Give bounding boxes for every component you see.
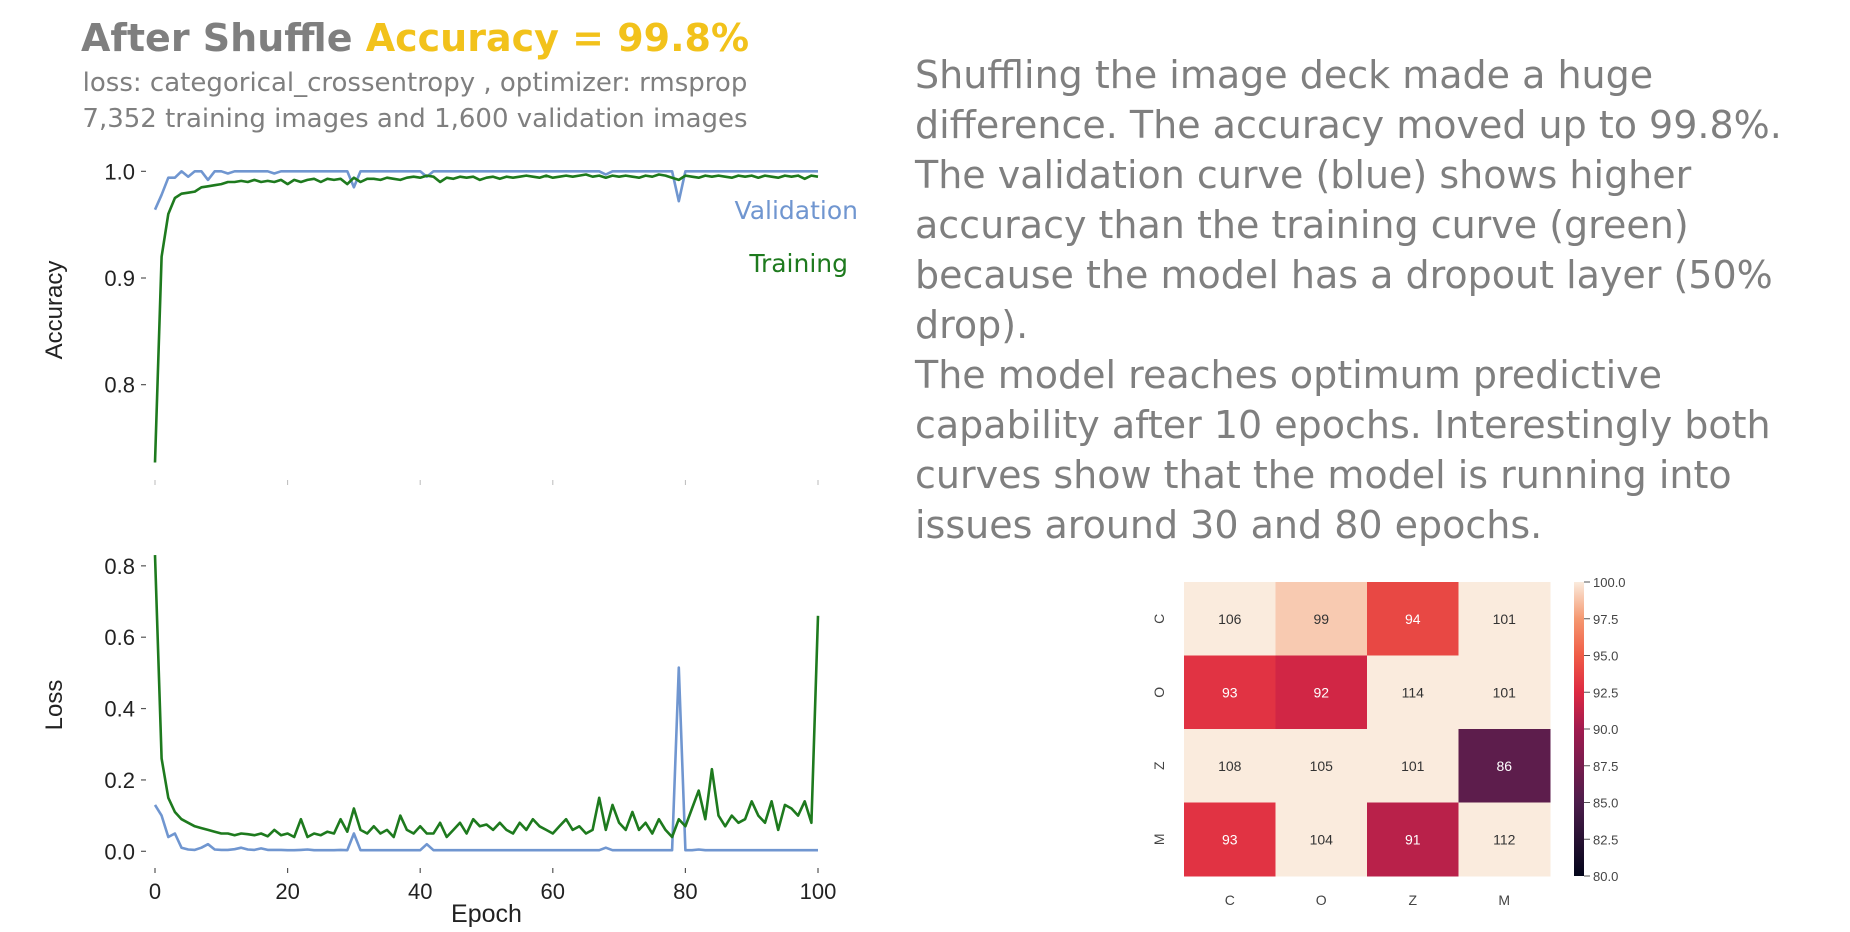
heatmap-xtick-label: Z bbox=[1408, 892, 1417, 908]
loss-ytick-label: 0.4 bbox=[104, 697, 135, 722]
heatmap-cell-value: 91 bbox=[1405, 831, 1421, 847]
loss-xtick-label: 0 bbox=[149, 879, 161, 904]
loss-xtick-label: 40 bbox=[408, 879, 432, 904]
description-text: Shuffling the image deck made a huge dif… bbox=[915, 50, 1835, 550]
heatmap-cell-value: 101 bbox=[1401, 758, 1425, 774]
heatmap-ytick-label: O bbox=[1151, 687, 1167, 698]
colorbar-tick-label: 100.0 bbox=[1593, 575, 1626, 590]
loss-ytick-label: 0.0 bbox=[104, 839, 135, 864]
accuracy-ytick-label: 0.8 bbox=[104, 373, 135, 398]
colorbar-tick-label: 87.5 bbox=[1593, 759, 1618, 774]
accuracy-ytick-label: 0.9 bbox=[104, 266, 135, 291]
loss-xtick-label: 100 bbox=[800, 879, 837, 904]
loss-ylabel: Loss bbox=[41, 680, 68, 731]
heatmap-cell-value: 105 bbox=[1310, 758, 1334, 774]
heatmap-cell-value: 112 bbox=[1493, 831, 1516, 847]
accuracy-series-validation-line bbox=[153, 170, 818, 211]
loss-ytick-label: 0.6 bbox=[104, 625, 135, 650]
accuracy-series-training-line bbox=[153, 173, 819, 463]
accuracy-ylabel: Accuracy bbox=[41, 261, 68, 360]
colorbar-tick-label: 97.5 bbox=[1593, 612, 1618, 627]
subtitle-image-counts: 7,352 training images and 1,600 validati… bbox=[82, 104, 748, 134]
accuracy-ytick-label: 1.0 bbox=[104, 159, 135, 184]
heatmap-cell-Z-O bbox=[1275, 729, 1368, 803]
heatmap-ytick-label: M bbox=[1151, 833, 1167, 845]
heatmap-cell-value: 86 bbox=[1496, 758, 1512, 774]
heatmap-cell-value: 108 bbox=[1218, 758, 1242, 774]
heatmap-cell-C-C bbox=[1184, 582, 1276, 656]
heatmap-cell-O-C bbox=[1184, 655, 1276, 730]
heatmap-cell-value: 93 bbox=[1222, 684, 1238, 700]
heatmap-cell-M-Z bbox=[1367, 802, 1459, 877]
loss-xlabel: Epoch bbox=[451, 900, 522, 928]
colorbar-tick-label: 82.5 bbox=[1593, 832, 1618, 847]
loss-series-training-line bbox=[153, 555, 820, 839]
heatmap-cell-C-M bbox=[1458, 582, 1551, 656]
loss-xtick-label: 20 bbox=[275, 879, 299, 904]
title-prefix: After Shuffle bbox=[80, 16, 353, 60]
heatmap-ytick-label: C bbox=[1151, 614, 1167, 624]
heatmap-cell-C-Z bbox=[1367, 582, 1459, 656]
heatmap-cell-value: 92 bbox=[1313, 684, 1329, 700]
heatmap-cell-value: 99 bbox=[1313, 611, 1329, 627]
heatmap-cell-O-Z bbox=[1367, 655, 1459, 730]
heatmap-cell-C-O bbox=[1275, 582, 1368, 656]
loss-series-validation-line bbox=[153, 666, 818, 852]
description-paragraph-2: The validation curve (blue) shows higher… bbox=[915, 153, 1773, 347]
heatmap-xtick-label: M bbox=[1498, 892, 1510, 908]
heatmap-cell-O-O bbox=[1275, 655, 1368, 730]
colorbar-tick-label: 90.0 bbox=[1593, 722, 1618, 737]
heatmap-cell-Z-M bbox=[1458, 729, 1551, 803]
loss-ytick-label: 0.2 bbox=[104, 768, 135, 793]
heatmap-cell-value: 94 bbox=[1405, 611, 1421, 627]
heatmap-cell-value: 101 bbox=[1493, 684, 1517, 700]
heatmap-ytick-label: Z bbox=[1151, 761, 1167, 770]
heatmap-cell-M-M bbox=[1458, 802, 1551, 877]
heatmap-cell-value: 93 bbox=[1222, 831, 1238, 847]
subtitle-loss-optimizer: loss: categorical_crossentropy , optimiz… bbox=[82, 68, 748, 98]
loss-ytick-label: 0.8 bbox=[104, 554, 135, 579]
heatmap-cell-O-M bbox=[1458, 655, 1551, 730]
heatmap-cell-M-O bbox=[1275, 802, 1368, 877]
title-accuracy: Accuracy = 99.8% bbox=[365, 16, 750, 60]
colorbar-tick-label: 95.0 bbox=[1593, 649, 1618, 664]
colorbar-tick-label: 80.0 bbox=[1593, 869, 1618, 884]
heatmap-cell-value: 114 bbox=[1402, 684, 1425, 700]
description-paragraph-1: Shuffling the image deck made a huge dif… bbox=[915, 53, 1782, 147]
heatmap-cell-M-C bbox=[1184, 802, 1276, 877]
loss-xtick-label: 60 bbox=[541, 879, 565, 904]
legend-validation: Validation bbox=[735, 196, 858, 225]
heatmap-cell-Z-C bbox=[1184, 729, 1276, 803]
colorbar-tick-label: 85.0 bbox=[1593, 796, 1618, 811]
heatmap-cell-value: 101 bbox=[1493, 611, 1517, 627]
chart-title: After Shuffle Accuracy = 99.8% bbox=[0, 16, 830, 60]
description-paragraph-3: The model reaches optimum predictive cap… bbox=[915, 353, 1771, 547]
heatmap-cell-value: 104 bbox=[1310, 831, 1334, 847]
heatmap-cell-value: 106 bbox=[1218, 611, 1242, 627]
heatmap-xtick-label: C bbox=[1225, 892, 1235, 908]
colorbar bbox=[1574, 582, 1584, 876]
legend-training: Training bbox=[748, 249, 848, 278]
colorbar-tick-label: 92.5 bbox=[1593, 685, 1618, 700]
heatmap-cell-Z-Z bbox=[1367, 729, 1459, 803]
loss-xtick-label: 80 bbox=[673, 879, 697, 904]
heatmap-xtick-label: O bbox=[1316, 892, 1327, 908]
